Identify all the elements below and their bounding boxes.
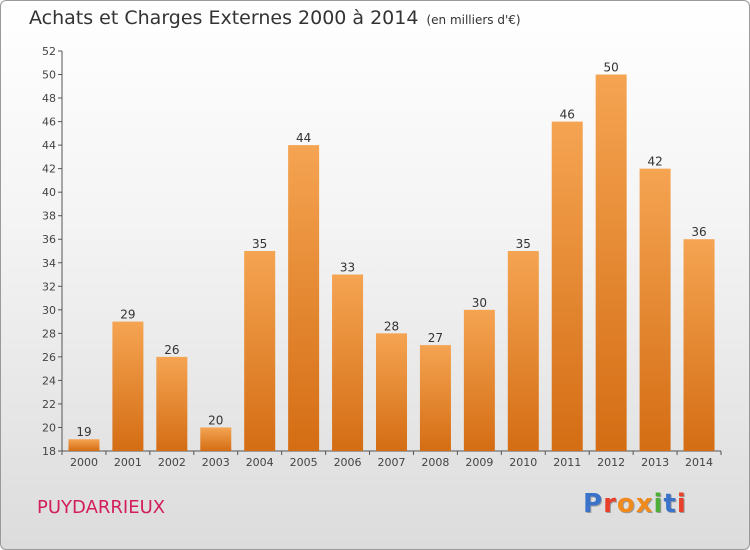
- y-tick-label: 30: [42, 304, 56, 317]
- chart-title-text: Achats et Charges Externes 2000 à 2014: [29, 7, 419, 29]
- y-tick-label: 42: [42, 163, 56, 176]
- x-tick-label: 2011: [553, 456, 581, 469]
- data-label: 20: [208, 413, 223, 427]
- commune-name: PUYDARRIEUX: [37, 497, 166, 518]
- x-tick-label: 2003: [202, 456, 230, 469]
- bar: [376, 333, 407, 451]
- proxiti-logo: Proxiti: [583, 489, 687, 519]
- bar: [68, 439, 100, 451]
- x-tick-label: 2009: [465, 456, 493, 469]
- data-label: 33: [340, 261, 355, 275]
- y-tick-label: 46: [42, 116, 56, 129]
- bar: [200, 427, 232, 451]
- bar: [639, 168, 671, 451]
- bar: [683, 239, 715, 451]
- logo-letter: o: [616, 489, 636, 519]
- bar: [507, 251, 539, 451]
- data-label: 27: [428, 331, 443, 345]
- logo-letter: P: [583, 489, 604, 519]
- bar: [156, 356, 188, 451]
- y-tick-label: 50: [42, 69, 56, 82]
- data-label: 29: [120, 308, 135, 322]
- data-label: 35: [252, 237, 267, 251]
- bar: [463, 309, 495, 451]
- y-tick-label: 40: [42, 186, 56, 199]
- data-label: 35: [516, 237, 531, 251]
- x-tick-label: 2008: [421, 456, 449, 469]
- data-label: 30: [472, 296, 487, 310]
- data-label: 46: [560, 108, 575, 122]
- y-tick-label: 48: [42, 92, 56, 105]
- data-label: 42: [647, 155, 662, 169]
- y-tick-label: 34: [42, 257, 56, 270]
- x-tick-label: 2002: [158, 456, 186, 469]
- logo-letter: x: [635, 489, 654, 519]
- bar: [595, 74, 627, 451]
- logo-letter: i: [653, 489, 664, 519]
- bar: [332, 274, 364, 451]
- data-label: 19: [76, 425, 91, 439]
- y-tick-label: 32: [42, 280, 56, 293]
- data-labels: 19 29 26 20 35 44 33 28 27 30 35 46 50 42 36: [76, 61, 706, 440]
- chart-subtitle: (en milliers d'€): [426, 13, 521, 27]
- x-tick-label: 2005: [290, 456, 318, 469]
- logo-letter: i: [676, 489, 687, 519]
- bar: [551, 121, 583, 452]
- x-tick-label: 2014: [685, 456, 713, 469]
- x-tick-label: 2001: [114, 456, 142, 469]
- y-tick-label: 26: [42, 351, 56, 364]
- y-tick-label: 52: [42, 45, 56, 58]
- x-tick-label: 2007: [378, 456, 406, 469]
- data-label: 26: [164, 343, 179, 357]
- x-tick-label: 2010: [509, 456, 537, 469]
- y-tick-label: 44: [42, 139, 56, 152]
- logo-letter: r: [603, 489, 617, 519]
- x-tick-label: 2013: [641, 456, 669, 469]
- y-tick-label: 20: [42, 421, 56, 434]
- y-tick-label: 38: [42, 210, 56, 223]
- bar: [419, 345, 451, 451]
- x-tick-label: 2004: [246, 456, 274, 469]
- x-tick-label: 2006: [334, 456, 362, 469]
- y-tick-label: 36: [42, 233, 56, 246]
- logo-letter: t: [663, 489, 677, 519]
- y-tick-label: 22: [42, 398, 56, 411]
- x-tick-label: 2012: [597, 456, 625, 469]
- bar: [244, 251, 276, 451]
- data-label: 28: [384, 319, 399, 333]
- y-tick-label: 18: [42, 445, 56, 458]
- bar: [288, 145, 320, 451]
- data-label: 50: [604, 61, 619, 75]
- y-tick-label: 28: [42, 327, 56, 340]
- x-tick-label: 2000: [70, 456, 98, 469]
- data-label: 44: [296, 131, 311, 145]
- data-label: 36: [691, 225, 706, 239]
- y-tick-label: 24: [42, 374, 56, 387]
- chart-title: Achats et Charges Externes 2000 à 2014 (e…: [29, 7, 521, 29]
- bar: [112, 321, 144, 451]
- bars: [68, 74, 715, 452]
